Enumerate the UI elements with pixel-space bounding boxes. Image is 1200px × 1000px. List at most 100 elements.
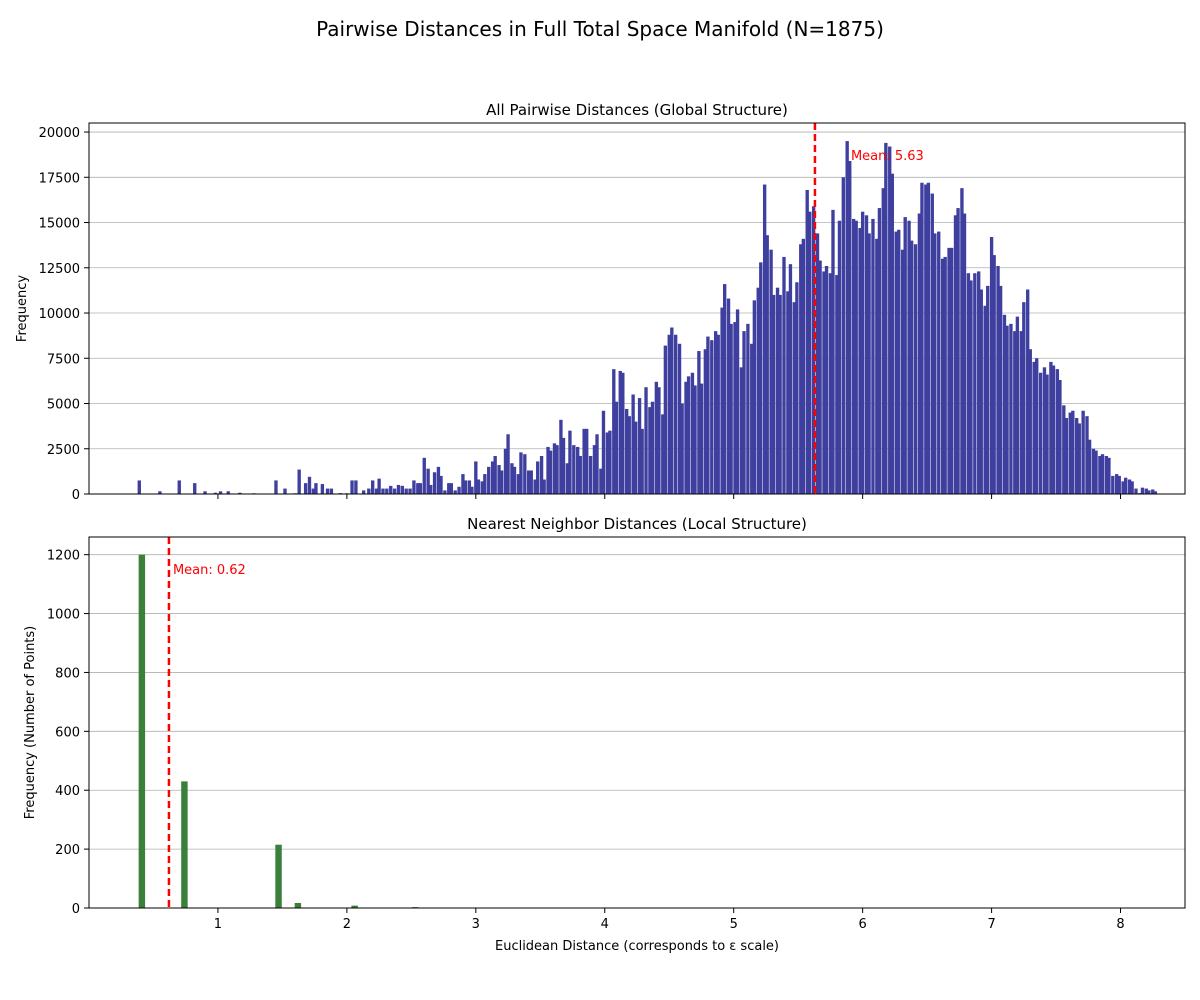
histogram-bar: [218, 491, 223, 494]
histogram-bar: [329, 488, 334, 494]
histogram-bar: [824, 265, 829, 494]
histogram-bar: [1068, 412, 1072, 494]
histogram-bar: [193, 483, 197, 494]
histogram-bar: [1153, 491, 1158, 494]
histogram-bar: [953, 215, 958, 495]
histogram-bar: [608, 430, 612, 494]
histogram-bar: [989, 237, 994, 494]
histogram-bar: [385, 488, 389, 494]
histogram-bar: [618, 370, 622, 494]
histogram-bar: [467, 480, 472, 494]
mean-label: Mean: 0.62: [173, 563, 246, 578]
histogram-bar: [138, 554, 146, 908]
histogram-bar: [226, 491, 230, 494]
histogram-bar: [552, 443, 557, 494]
histogram-bar: [592, 445, 597, 494]
histogram-bar: [408, 488, 412, 494]
histogram-bar: [1077, 423, 1081, 494]
histogram-bar: [837, 220, 842, 495]
histogram-bar: [858, 227, 862, 494]
histogram-bar: [713, 331, 718, 494]
histogram-bar: [516, 474, 521, 494]
histogram-bar: [650, 401, 655, 494]
histogram-bar: [811, 206, 816, 494]
x-tick-label: 5: [730, 917, 738, 932]
histogram-bar: [370, 480, 375, 494]
histogram-bar: [546, 446, 550, 494]
histogram-bar: [881, 188, 885, 494]
histogram-bar: [555, 445, 559, 494]
histogram-bar: [680, 403, 684, 494]
histogram-bar: [536, 461, 540, 494]
histogram-bar: [527, 470, 531, 494]
histogram-bar: [374, 488, 379, 494]
histogram-bar: [835, 275, 839, 494]
histogram-bar: [979, 289, 983, 494]
histogram-bar: [568, 430, 572, 494]
histogram-bar: [1064, 417, 1069, 494]
histogram-bar: [429, 484, 433, 494]
histogram-bar: [627, 416, 631, 494]
histogram-bar: [367, 488, 371, 494]
histogram-bar: [1013, 331, 1017, 494]
histogram-bar: [381, 488, 385, 494]
histogram-bar: [275, 844, 282, 908]
histogram-bar: [992, 255, 996, 494]
histogram-bar: [947, 247, 951, 494]
histogram-bar: [778, 294, 782, 494]
histogram-bar: [917, 213, 922, 495]
histogram-bar: [203, 491, 207, 494]
histogram-bar: [1042, 367, 1047, 494]
histogram-bar: [966, 273, 971, 494]
histogram-bar: [503, 448, 508, 494]
histogram-bar: [1032, 361, 1036, 494]
histogram-bar: [1038, 372, 1043, 494]
histogram-bar: [786, 291, 790, 494]
y-tick-label: 200: [55, 843, 80, 858]
histogram-bar: [782, 256, 786, 494]
histogram-bar: [350, 480, 354, 494]
histogram-bar: [822, 271, 826, 494]
histogram-bar: [396, 484, 401, 494]
histogram-bar: [739, 367, 744, 494]
histogram-bar: [412, 480, 416, 494]
histogram-bar: [533, 479, 537, 494]
histogram-bar: [1107, 457, 1111, 494]
histogram-bar: [792, 302, 796, 494]
histogram-bar: [684, 381, 688, 494]
histogram-bar: [996, 265, 1000, 494]
histogram-bar: [177, 480, 181, 494]
x-tick-label: 7: [987, 917, 995, 932]
histogram-bar: [506, 434, 510, 494]
histogram-bar: [599, 468, 603, 494]
histogram-bar: [463, 480, 468, 494]
y-axis-label: Frequency (Number of Points): [23, 626, 38, 820]
histogram-bar: [1127, 479, 1132, 494]
histogram-bar: [605, 432, 610, 494]
y-tick-label: 20000: [39, 126, 80, 141]
mean-label: Mean: 5.63: [851, 149, 924, 164]
histogram-bar: [943, 256, 947, 494]
y-tick-label: 0: [72, 902, 80, 917]
y-tick-label: 10000: [39, 307, 80, 322]
histogram-bar: [1124, 477, 1128, 494]
histogram-bar: [888, 146, 892, 494]
y-axis-label: Frequency: [15, 275, 30, 342]
histogram-bar: [897, 229, 901, 494]
histogram-bar: [962, 213, 967, 495]
histogram-bar: [686, 376, 691, 494]
histogram-bar: [303, 483, 308, 494]
histogram-bar: [765, 235, 769, 494]
histogram-bar: [940, 258, 945, 494]
histogram-bar: [588, 455, 593, 494]
histogram-bar: [860, 211, 865, 495]
histogram-bar: [867, 233, 871, 494]
histogram-bar: [845, 141, 849, 494]
histogram-bar: [716, 334, 720, 494]
histogram-bar: [181, 781, 188, 908]
histogram-bar: [213, 492, 218, 494]
histogram-bar: [1005, 325, 1009, 494]
histogram-bar: [582, 428, 586, 494]
histogram-bar: [949, 247, 954, 494]
